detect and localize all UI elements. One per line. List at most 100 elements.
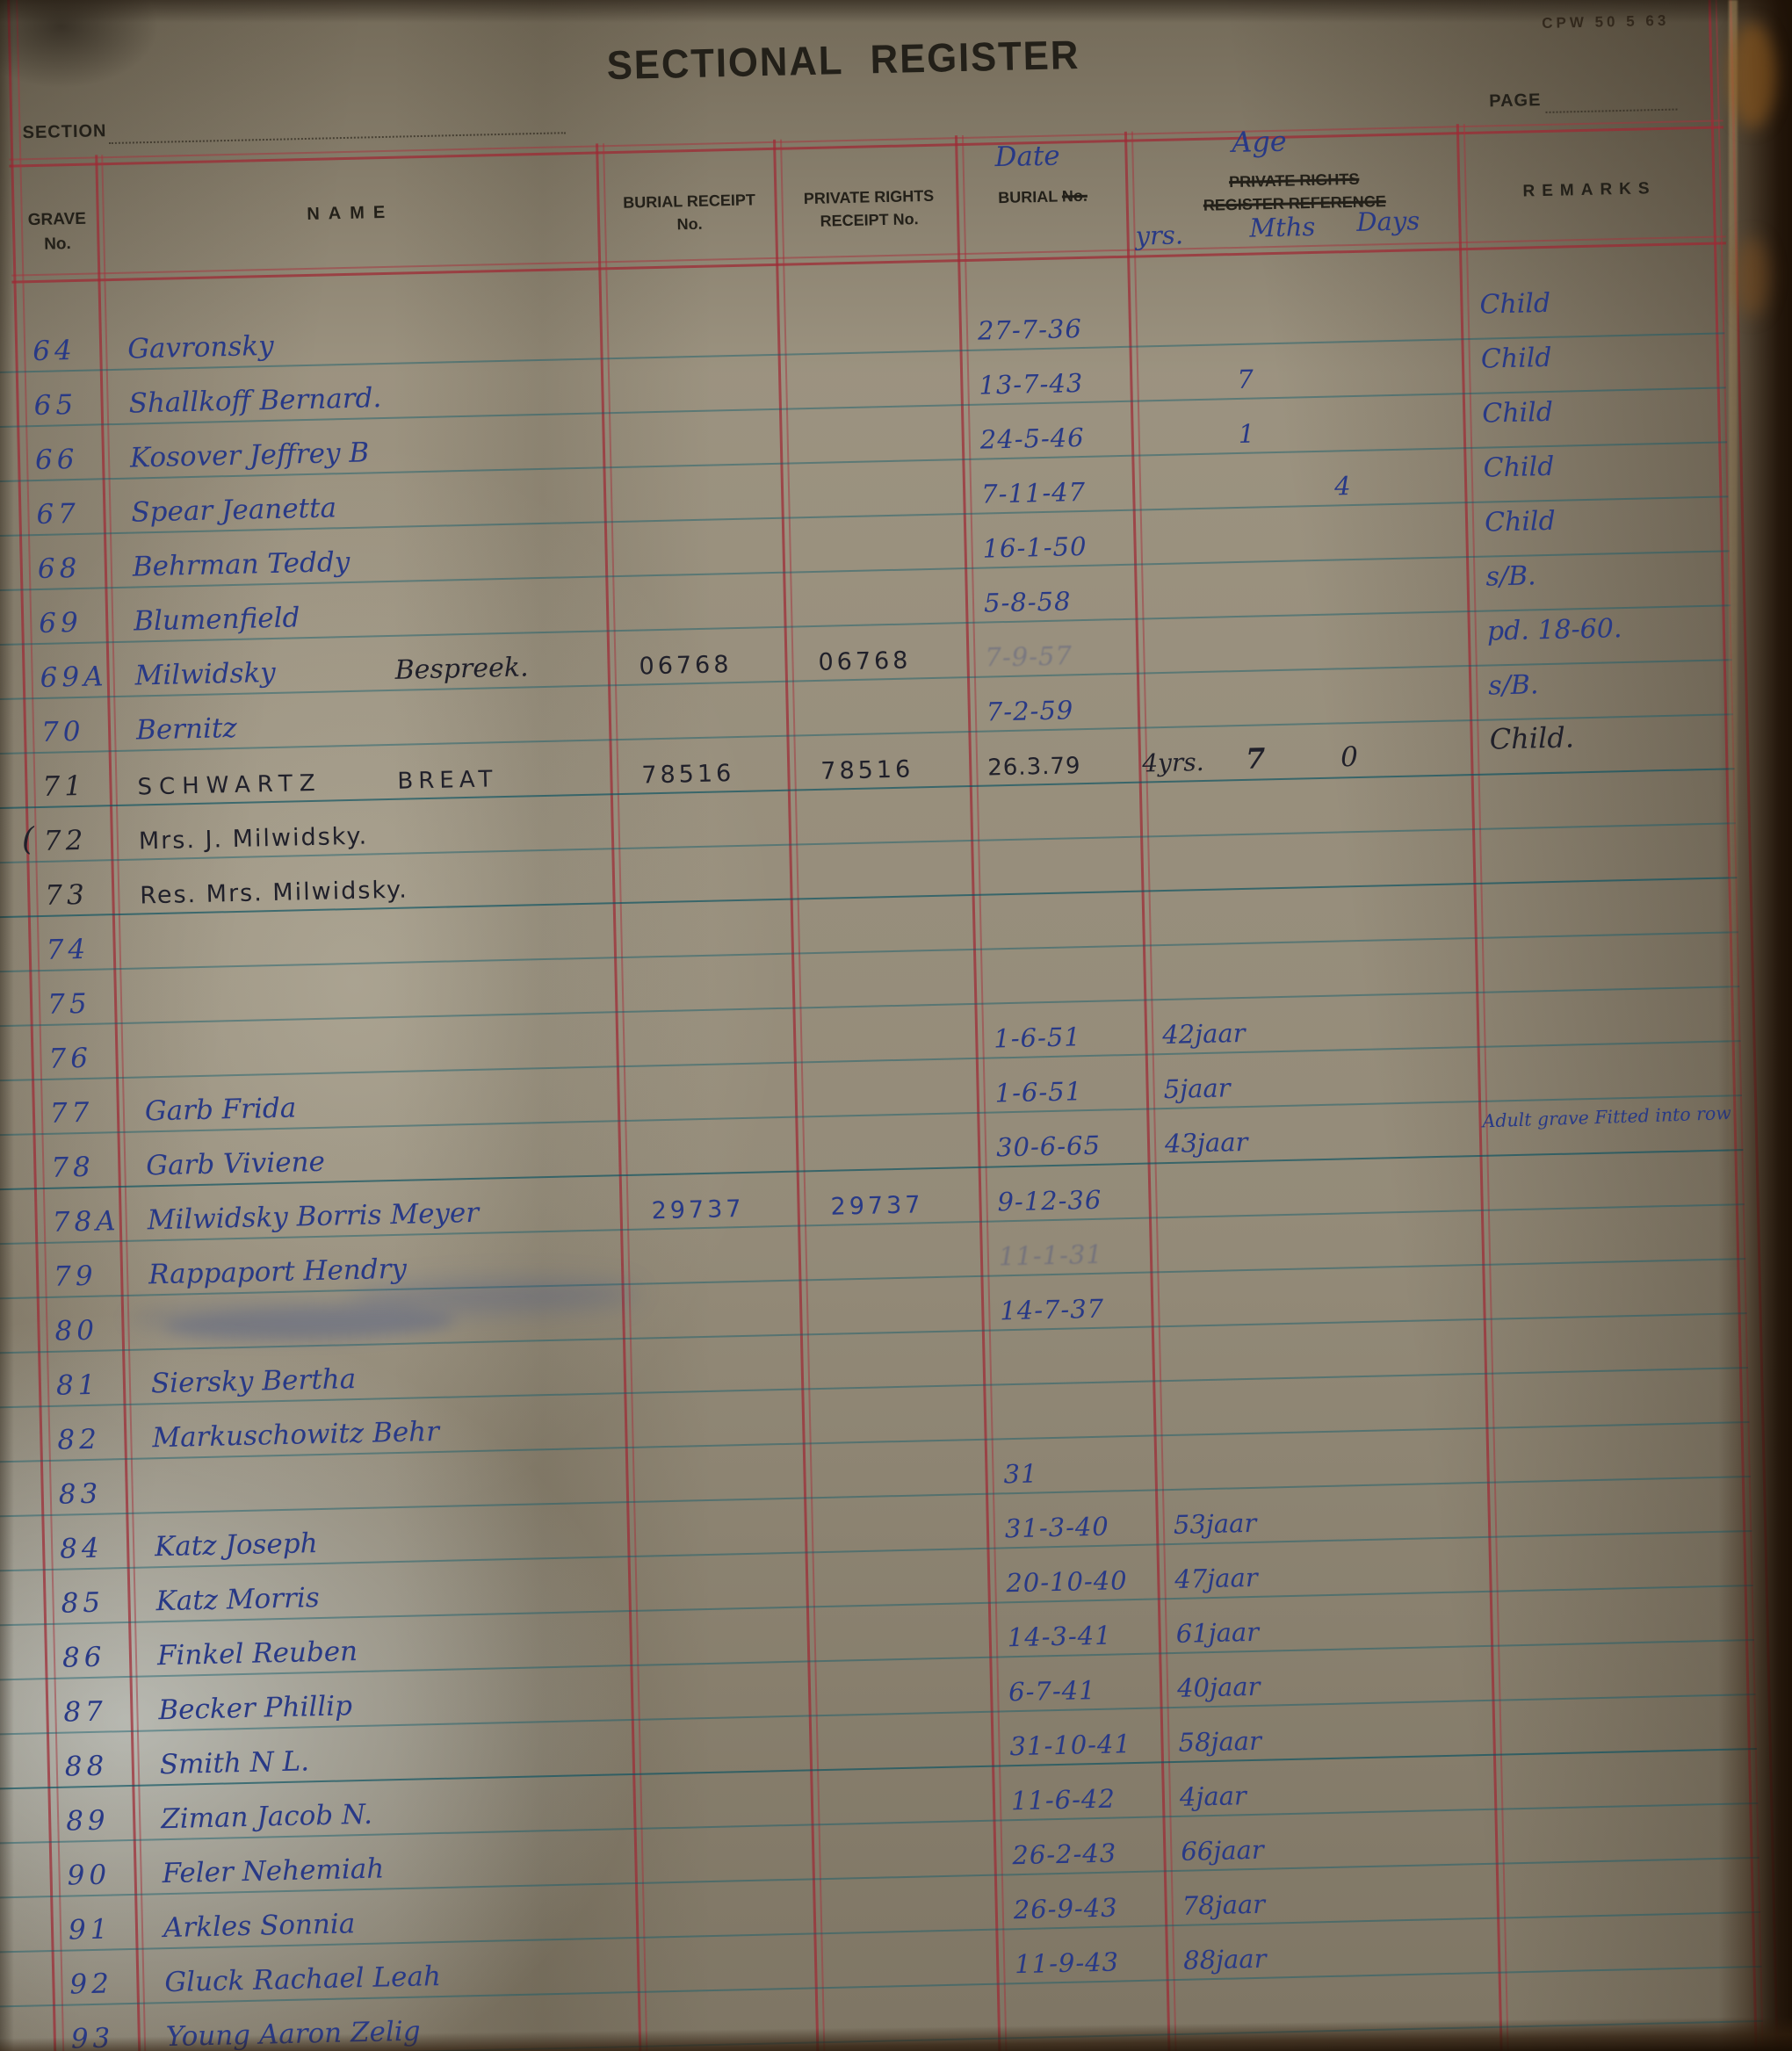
top-edge-shadow: [0, 0, 1792, 23]
name-entry: Ziman Jacob N.: [160, 1798, 373, 1836]
grave-number: 68: [37, 552, 82, 586]
burial-date-entry: 31: [1003, 1458, 1038, 1490]
name-entry: Kosover Jeffrey B: [129, 437, 370, 474]
name-entry: Garb Viviene: [145, 1145, 326, 1182]
burial-date-entry: 1-6-51: [994, 1076, 1083, 1109]
col-remarks-label: REMARKS: [1522, 179, 1657, 201]
paper-stain: [1734, 237, 1769, 316]
burial-date-entry: 30-6-65: [995, 1130, 1102, 1163]
remarks-entry: Adult grave Fitted into row: [1482, 1101, 1732, 1132]
name-entry: Bernitz: [135, 711, 238, 747]
remarks-entry: Child: [1479, 287, 1551, 321]
name-entry: SCHWARTZ: [137, 769, 322, 801]
remarks-entry: s/B.: [1485, 560, 1536, 593]
burial-date-entry: 1-6-51: [993, 1022, 1082, 1054]
age-unit-yrs: yrs.: [1135, 220, 1184, 251]
age-entry: 53jaar: [1173, 1507, 1257, 1540]
age-months-entry: 7: [1236, 364, 1254, 394]
burial-date-entry: 20-10-40: [1005, 1565, 1129, 1599]
private-receipt-entry: 78516: [820, 755, 914, 785]
name-entry: Res. Mrs. Milwidsky.: [140, 876, 409, 910]
name-entry: Milwidsky: [134, 656, 277, 692]
col-burial-receipt-no-label: No.: [676, 214, 703, 234]
grave-number: 69: [38, 606, 83, 639]
grave-number: 75: [47, 987, 91, 1021]
burial-date-entry: 6-7-41: [1008, 1675, 1096, 1708]
col-private-receipt-no-label: RECEIPT No.: [820, 210, 919, 230]
grave-number: 64: [32, 334, 77, 368]
grave-number: 78A: [52, 1205, 120, 1239]
burial-date-entry: 5-8-58: [983, 586, 1072, 618]
grave-number: 77: [49, 1096, 94, 1130]
burial-receipt-entry: 06768: [639, 651, 733, 681]
remarks-entry: Child: [1481, 396, 1554, 430]
name-entry: Markuschowitz Behr: [151, 1415, 440, 1455]
grave-number: 83: [58, 1477, 103, 1511]
grave-number: 78: [50, 1151, 96, 1184]
age-header-handwritten: Age: [1231, 124, 1288, 160]
col-private-rights-label: PRIVATE RIGHTS: [803, 186, 935, 208]
age-days-entry: 0: [1340, 740, 1359, 774]
private-receipt-entry: 06768: [818, 646, 912, 676]
age-days-entry: 4: [1333, 471, 1351, 502]
grave-number: 74: [46, 933, 90, 966]
burial-receipt-entry: 78516: [641, 760, 735, 790]
burial-date-entry: 16-1-50: [982, 531, 1087, 564]
grave-number: 72: [43, 824, 88, 857]
burial-date-entry: 9-12-36: [997, 1184, 1102, 1217]
grave-number: 79: [53, 1260, 98, 1293]
burial-date-entry: 31-10-41: [1009, 1729, 1132, 1762]
age-entry: 78jaar: [1181, 1889, 1266, 1921]
name-extra-entry: Bespreek.: [394, 652, 529, 686]
age-entry: 5jaar: [1163, 1072, 1231, 1105]
name-entry: Finkel Reuben: [156, 1636, 358, 1672]
age-unit-mths: Mths: [1249, 211, 1316, 243]
paper-stain: [1729, 23, 1776, 128]
remarks-entry: Child: [1483, 451, 1555, 484]
grave-number: 80: [54, 1314, 99, 1347]
page-fill-line: [1544, 83, 1678, 113]
burial-date-entry: 7-11-47: [980, 476, 1087, 509]
name-entry: Garb Frida: [144, 1092, 297, 1128]
section-fill-line: [108, 107, 566, 145]
name-entry: Shallkoff Bernard.: [128, 382, 382, 420]
burial-date-entry: 24-5-46: [979, 422, 1086, 455]
age-entry: 66jaar: [1180, 1834, 1265, 1867]
remarks-entry: Child.: [1489, 720, 1575, 756]
col-burial-no-label: BURIAL No.: [965, 186, 1119, 208]
faded-date-entry: 7-9-57: [985, 640, 1073, 673]
name-entry: Behrman Teddy: [132, 545, 350, 583]
grave-number: 86: [61, 1641, 106, 1674]
header-bottom-line: [11, 235, 1726, 277]
name-entry: Mrs. J. Milwidsky.: [138, 822, 369, 856]
grave-number: 70: [40, 715, 85, 748]
grave-number: 85: [61, 1586, 105, 1620]
date-header-handwritten: Date: [994, 140, 1061, 174]
grave-number: 90: [67, 1859, 112, 1892]
col-name-label: NAME: [307, 202, 394, 224]
age-months-entry: 1: [1238, 418, 1255, 449]
grave-number: 81: [55, 1369, 100, 1402]
name-entry: Rappaport Hendry: [148, 1253, 408, 1291]
remarks-entry: s/B.: [1487, 669, 1539, 702]
name-entry: Arkles Sonnia: [163, 1908, 356, 1945]
name-entry: Gavronsky: [126, 329, 275, 365]
grave-number: 69A: [40, 661, 108, 694]
name-entry: Katz Joseph: [154, 1527, 318, 1564]
grave-number: 76: [48, 1042, 93, 1075]
burial-no-struck: No.: [1061, 186, 1088, 206]
grave-number: 66: [34, 443, 79, 477]
burial-date-entry: 26.3.79: [986, 753, 1081, 782]
age-unit-days: Days: [1355, 206, 1420, 237]
grave-number: 92: [69, 1968, 114, 2001]
burial-receipt-entry: 29737: [651, 1195, 745, 1225]
name-entry: Gluck Rachael Leah: [164, 1961, 442, 1999]
name-entry: Becker Phillip: [157, 1690, 353, 1727]
grave-number: 91: [68, 1913, 112, 1946]
header-bottom-line2: [11, 242, 1726, 284]
grave-number: 67: [36, 497, 81, 531]
faded-date-entry: 11-1-31: [998, 1239, 1104, 1272]
